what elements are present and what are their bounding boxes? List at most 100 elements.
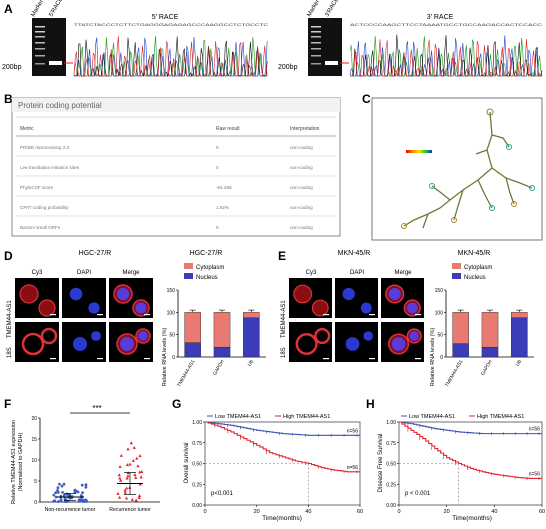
x-axis-label: Time(months) xyxy=(452,515,492,522)
micrograph xyxy=(335,278,378,318)
bar-nucleus xyxy=(452,343,469,358)
legend-nucleus: Nucleus xyxy=(196,275,218,281)
y-tick-label: 0.50 xyxy=(386,462,396,468)
col-label-merge: Merge xyxy=(394,270,412,276)
panel-label-g: G xyxy=(172,397,181,411)
x-tick-label: 0 xyxy=(203,509,206,515)
fish-images-d xyxy=(15,278,153,362)
legend-nucleus: Nucleus xyxy=(464,275,486,281)
y-axis-label: Relative TMEM44-AS1 expression xyxy=(11,420,17,504)
data-point xyxy=(56,500,60,504)
row-label-tmem44: TMEM44-AS1 xyxy=(7,300,13,338)
row-label-tmem44: TMEM44-AS1 xyxy=(281,300,287,338)
legend-swatch-nucleus xyxy=(452,273,461,279)
dapi-nucleus xyxy=(88,302,100,314)
col-label-dapi: DAPI xyxy=(77,270,91,276)
header-raw: Raw result xyxy=(216,126,240,132)
table-title: Protein coding potential xyxy=(18,101,102,110)
data-point xyxy=(125,463,129,467)
cell-raw: -84.258 xyxy=(216,185,232,190)
data-point xyxy=(52,493,56,497)
legend-swatch-nucleus xyxy=(184,273,193,279)
y-axis-label: Relative RNA levels (%) xyxy=(162,328,168,387)
cy3-signal xyxy=(38,299,56,317)
rna-structure-image xyxy=(371,97,543,241)
data-point xyxy=(79,498,83,502)
legend-cytoplasm: Cytoplasm xyxy=(464,265,492,271)
dapi-nucleus xyxy=(342,287,355,301)
legend-high: High TMEM44-AS1 xyxy=(283,414,330,420)
merge-nucleus xyxy=(388,287,401,301)
micrograph xyxy=(62,278,106,318)
panel-label-f: F xyxy=(4,397,11,411)
cy3-signal xyxy=(314,327,331,345)
merge-nucleus xyxy=(135,302,147,314)
trace xyxy=(349,38,542,78)
data-point xyxy=(128,462,132,466)
data-point xyxy=(84,483,88,487)
dapi-nucleus xyxy=(73,337,87,351)
data-point xyxy=(130,497,135,501)
dapi-nucleus xyxy=(69,287,83,301)
y-tick-label: 5 xyxy=(34,479,37,485)
bp-label-right: 200bp xyxy=(278,64,298,71)
col-label-merge: Merge xyxy=(122,270,140,276)
dapi-nucleus xyxy=(91,331,101,341)
y-tick-label: 0.00 xyxy=(192,503,202,509)
panel-label-e: E xyxy=(278,249,286,263)
y-tick-label: 100 xyxy=(167,310,176,316)
y-tick-label: 1.00 xyxy=(386,420,396,426)
data-point xyxy=(117,473,121,477)
bar-nucleus xyxy=(184,342,201,358)
panel-label-h: H xyxy=(366,397,375,411)
chromatogram-right xyxy=(349,34,543,78)
data-point xyxy=(62,482,66,486)
marker-label-right: Marker xyxy=(307,0,322,18)
x-tick-label: Non-recurrence tumor xyxy=(45,507,96,513)
y-tick-label: 150 xyxy=(435,288,444,294)
y-axis-label: Relative RNA levels (%) xyxy=(430,328,436,387)
col-label-cy3: Cy3 xyxy=(306,270,317,276)
fish-images-e xyxy=(289,278,424,362)
y-axis-label: Overall survival xyxy=(184,442,190,483)
bar-cytoplasm xyxy=(213,312,231,348)
data-point xyxy=(133,472,137,476)
x-tick-label: 0 xyxy=(397,509,400,515)
col-label-dapi: DAPI xyxy=(350,270,364,276)
data-point xyxy=(61,490,64,494)
data-point xyxy=(79,494,83,497)
cell-metric: PRIDE reprocessing 2.0 xyxy=(20,145,70,150)
scale-bar xyxy=(415,314,421,316)
data-point xyxy=(119,478,123,482)
data-point xyxy=(125,486,129,490)
data-point xyxy=(118,476,122,480)
n-high-label: n=56 xyxy=(347,465,358,471)
data-point xyxy=(59,498,63,502)
table-row: Bazzini small ORFs 0 non-coding xyxy=(20,225,313,230)
cell-raw: 0 xyxy=(216,165,219,170)
y-tick-label: 0.75 xyxy=(192,441,202,447)
data-point xyxy=(123,490,127,494)
y-tick-label: 0.00 xyxy=(386,503,396,509)
data-point xyxy=(134,498,138,502)
bar-chart-d: HGC-27/R Cytoplasm Nucleus Relative RNA … xyxy=(162,250,266,388)
y-tick-label: 0.25 xyxy=(192,482,202,488)
bar-nucleus xyxy=(243,317,260,358)
cell-raw: 0 xyxy=(216,145,219,150)
y-tick-label: 150 xyxy=(167,288,176,294)
table-row: PhyloCSF score -84.258 non-coding xyxy=(16,185,336,197)
p-value: p<0.001 xyxy=(211,491,234,497)
survival-curve-low xyxy=(205,421,360,436)
data-point xyxy=(54,495,58,499)
data-point xyxy=(124,496,129,500)
chart-title-e: MKN-45/R xyxy=(458,250,491,257)
scale-bar xyxy=(323,358,329,360)
km-chart-overall: Overall survival Time(months) 0.00 0.25 0.… xyxy=(184,414,363,522)
coding-potential-table: Protein coding potential Metric Raw resu… xyxy=(11,97,341,237)
header-interpretation: Interpretation xyxy=(290,126,320,132)
race-label-left: 5'RACE xyxy=(49,0,65,18)
panel-label-c: C xyxy=(362,92,371,106)
data-point xyxy=(126,474,130,478)
scale-bar xyxy=(323,314,329,316)
merge-nucleus xyxy=(138,331,148,341)
